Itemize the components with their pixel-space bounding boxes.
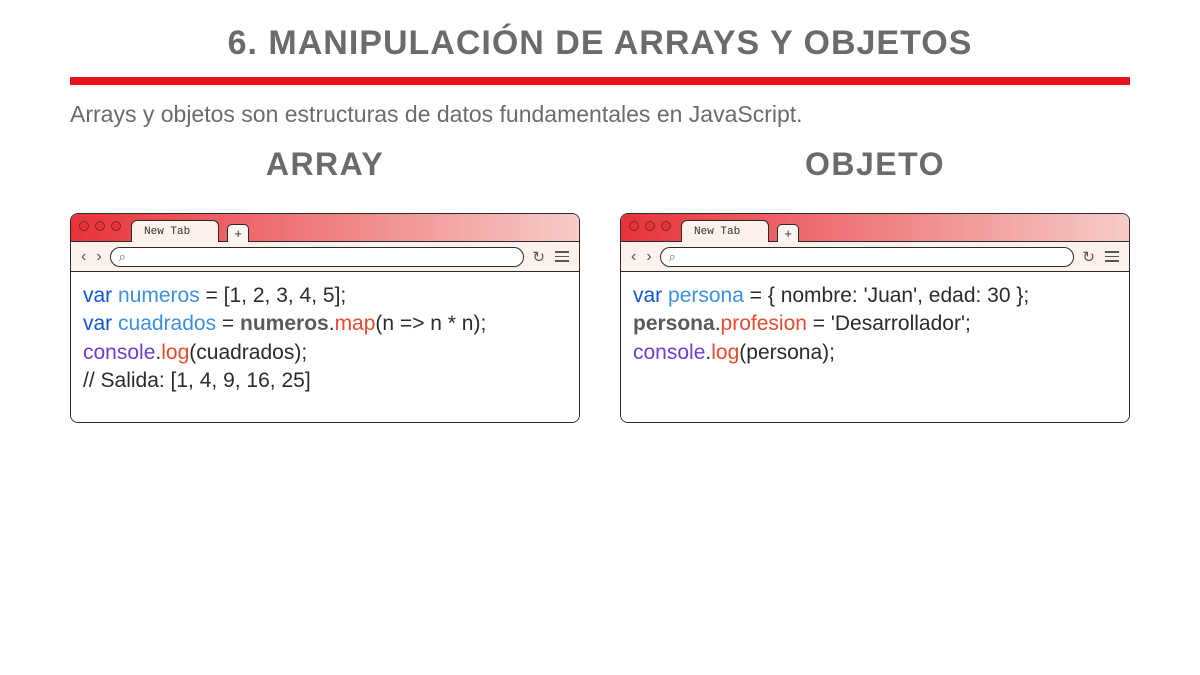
window-dot-max[interactable]	[661, 221, 671, 231]
menu-icon[interactable]	[553, 251, 571, 262]
window-dot-min[interactable]	[95, 221, 105, 231]
toolbar: ‹ › ⌕ ↻	[621, 242, 1129, 272]
column-title-array: ARRAY	[70, 146, 580, 183]
code-token-bold: numeros	[240, 312, 329, 335]
browser-window-object: New Tab + ‹ › ⌕ ↻ var persona = { nombre…	[620, 213, 1130, 423]
back-icon[interactable]: ‹	[79, 248, 88, 266]
code-line: var cuadrados = numeros.map(n => n * n);	[83, 310, 567, 338]
code-line: console.log(persona);	[633, 339, 1117, 367]
search-icon: ⌕	[119, 249, 126, 265]
code-block-object: var persona = { nombre: 'Juan', edad: 30…	[621, 272, 1129, 422]
code-block-array: var numeros = [1, 2, 3, 4, 5];var cuadra…	[71, 272, 579, 422]
menu-icon[interactable]	[1103, 251, 1121, 262]
code-token: (n => n * n);	[375, 312, 486, 335]
code-token-fn: log	[161, 341, 189, 364]
code-token-obj: console	[633, 341, 705, 364]
code-line: var numeros = [1, 2, 3, 4, 5];	[83, 282, 567, 310]
column-object: OBJETO New Tab + ‹ › ⌕	[620, 146, 1130, 423]
back-icon[interactable]: ‹	[629, 248, 638, 266]
search-icon: ⌕	[669, 249, 676, 265]
code-token-ident: cuadrados	[118, 312, 222, 335]
code-line: console.log(cuadrados);	[83, 339, 567, 367]
new-tab-button[interactable]: +	[777, 224, 799, 242]
code-token-fn: map	[335, 312, 376, 335]
browser-tab[interactable]: New Tab	[681, 220, 769, 242]
code-token: = [1, 2, 3, 4, 5];	[206, 284, 347, 307]
code-token-cmt: // Salida: [1, 4, 9, 16, 25]	[83, 369, 311, 392]
page-title: 6. MANIPULACIÓN DE ARRAYS Y OBJETOS	[70, 24, 1130, 63]
code-line: var persona = { nombre: 'Juan', edad: 30…	[633, 282, 1117, 310]
tab-bar: New Tab +	[71, 214, 579, 242]
new-tab-button[interactable]: +	[227, 224, 249, 242]
code-line: persona.profesion = 'Desarrollador';	[633, 310, 1117, 338]
toolbar: ‹ › ⌕ ↻	[71, 242, 579, 272]
code-token-fn: profesion	[721, 312, 813, 335]
code-token-ident: persona	[668, 284, 750, 307]
code-line: // Salida: [1, 4, 9, 16, 25]	[83, 367, 567, 395]
code-token-kw: var	[83, 284, 118, 307]
reload-icon[interactable]: ↻	[530, 248, 547, 266]
forward-icon[interactable]: ›	[94, 248, 103, 266]
browser-window-array: New Tab + ‹ › ⌕ ↻ var numeros = [1, 2, 3…	[70, 213, 580, 423]
columns: ARRAY New Tab + ‹ › ⌕	[70, 146, 1130, 423]
column-title-object: OBJETO	[620, 146, 1130, 183]
code-token-obj: console	[83, 341, 155, 364]
forward-icon[interactable]: ›	[644, 248, 653, 266]
code-token-fn: log	[711, 341, 739, 364]
code-token: (persona);	[739, 341, 835, 364]
tab-bar: New Tab +	[621, 214, 1129, 242]
code-token-kw: var	[83, 312, 118, 335]
code-token: = { nombre: 'Juan', edad: 30 };	[750, 284, 1029, 307]
code-token-ident: numeros	[118, 284, 206, 307]
subtitle: Arrays y objetos son estructuras de dato…	[70, 101, 1130, 128]
window-dot-close[interactable]	[79, 221, 89, 231]
code-token: (cuadrados);	[189, 341, 307, 364]
reload-icon[interactable]: ↻	[1080, 248, 1097, 266]
slide: 6. MANIPULACIÓN DE ARRAYS Y OBJETOS Arra…	[0, 0, 1200, 423]
window-controls	[629, 214, 671, 241]
window-dot-close[interactable]	[629, 221, 639, 231]
url-bar[interactable]: ⌕	[110, 247, 525, 267]
code-token: =	[222, 312, 240, 335]
window-dot-max[interactable]	[111, 221, 121, 231]
code-token-bold: persona	[633, 312, 715, 335]
column-array: ARRAY New Tab + ‹ › ⌕	[70, 146, 580, 423]
url-bar[interactable]: ⌕	[660, 247, 1075, 267]
code-token-kw: var	[633, 284, 668, 307]
browser-tab[interactable]: New Tab	[131, 220, 219, 242]
code-token: = 'Desarrollador';	[813, 312, 971, 335]
window-controls	[79, 214, 121, 241]
title-rule	[70, 77, 1130, 85]
window-dot-min[interactable]	[645, 221, 655, 231]
